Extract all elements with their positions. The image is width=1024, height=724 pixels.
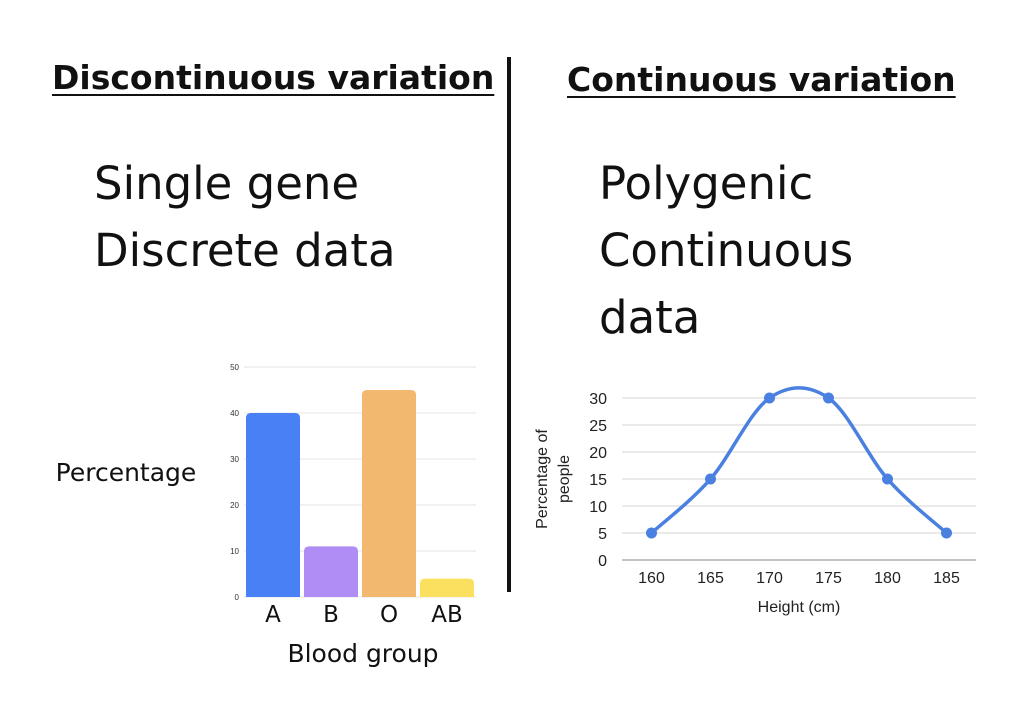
vertical-divider bbox=[507, 57, 511, 592]
right-description: Polygenic Continuous data bbox=[599, 150, 853, 351]
line-y-tick-label: 10 bbox=[589, 499, 607, 516]
line-y-axis-label-line-1: Percentage of bbox=[534, 429, 551, 529]
right-heading: Continuous variation bbox=[567, 60, 956, 99]
bar-x-tick-label: O bbox=[380, 602, 398, 628]
bar-O bbox=[362, 390, 416, 597]
bar-y-tick-label: 0 bbox=[235, 593, 240, 602]
bar-AB bbox=[420, 578, 474, 597]
bar-x-tick-label: AB bbox=[431, 602, 463, 628]
right-line-2: Continuous bbox=[599, 224, 854, 277]
line-point bbox=[705, 473, 716, 485]
line-point bbox=[764, 392, 775, 404]
left-line-2: Discrete data bbox=[94, 224, 396, 277]
bar-y-tick-label: 40 bbox=[230, 409, 239, 418]
line-x-tick-label: 180 bbox=[874, 570, 901, 587]
line-x-tick-label: 185 bbox=[933, 570, 960, 587]
line-x-axis-label: Height (cm) bbox=[758, 599, 841, 616]
bar-x-axis-label: Blood group bbox=[287, 639, 438, 668]
bar-A bbox=[246, 413, 300, 597]
line-y-tick-label: 30 bbox=[589, 391, 607, 408]
right-line-3: data bbox=[599, 291, 701, 344]
line-y-tick-label: 25 bbox=[589, 418, 607, 435]
line-point bbox=[941, 527, 952, 539]
line-y-tick-label: 20 bbox=[589, 445, 607, 462]
line-point bbox=[646, 527, 657, 539]
line-point bbox=[823, 392, 834, 404]
left-line-1: Single gene bbox=[94, 157, 360, 210]
bar-y-tick-label: 50 bbox=[230, 363, 239, 372]
line-series bbox=[649, 386, 949, 535]
right-line-1: Polygenic bbox=[599, 157, 814, 210]
line-x-tick-label: 175 bbox=[815, 570, 842, 587]
bar-x-tick-label: B bbox=[323, 602, 339, 628]
bar-x-tick-label: A bbox=[265, 602, 281, 628]
line-y-tick-label: 5 bbox=[598, 526, 607, 543]
bar-y-axis-label: Percentage bbox=[56, 458, 197, 487]
line-y-axis-label-line-2: people bbox=[556, 455, 573, 503]
left-heading: Discontinuous variation bbox=[52, 58, 495, 97]
line-x-tick-label: 165 bbox=[697, 570, 724, 587]
line-x-tick-label: 170 bbox=[756, 570, 783, 587]
left-description: Single gene Discrete data bbox=[94, 150, 396, 284]
bar-y-tick-label: 20 bbox=[230, 501, 239, 510]
line-x-tick-label: 160 bbox=[638, 570, 665, 587]
bar-y-tick-label: 30 bbox=[230, 455, 239, 464]
bar-B bbox=[304, 546, 358, 597]
line-y-tick-label: 0 bbox=[598, 553, 607, 570]
line-y-tick-label: 15 bbox=[589, 472, 607, 489]
bar-y-tick-label: 10 bbox=[230, 547, 239, 556]
line-point bbox=[882, 473, 893, 485]
